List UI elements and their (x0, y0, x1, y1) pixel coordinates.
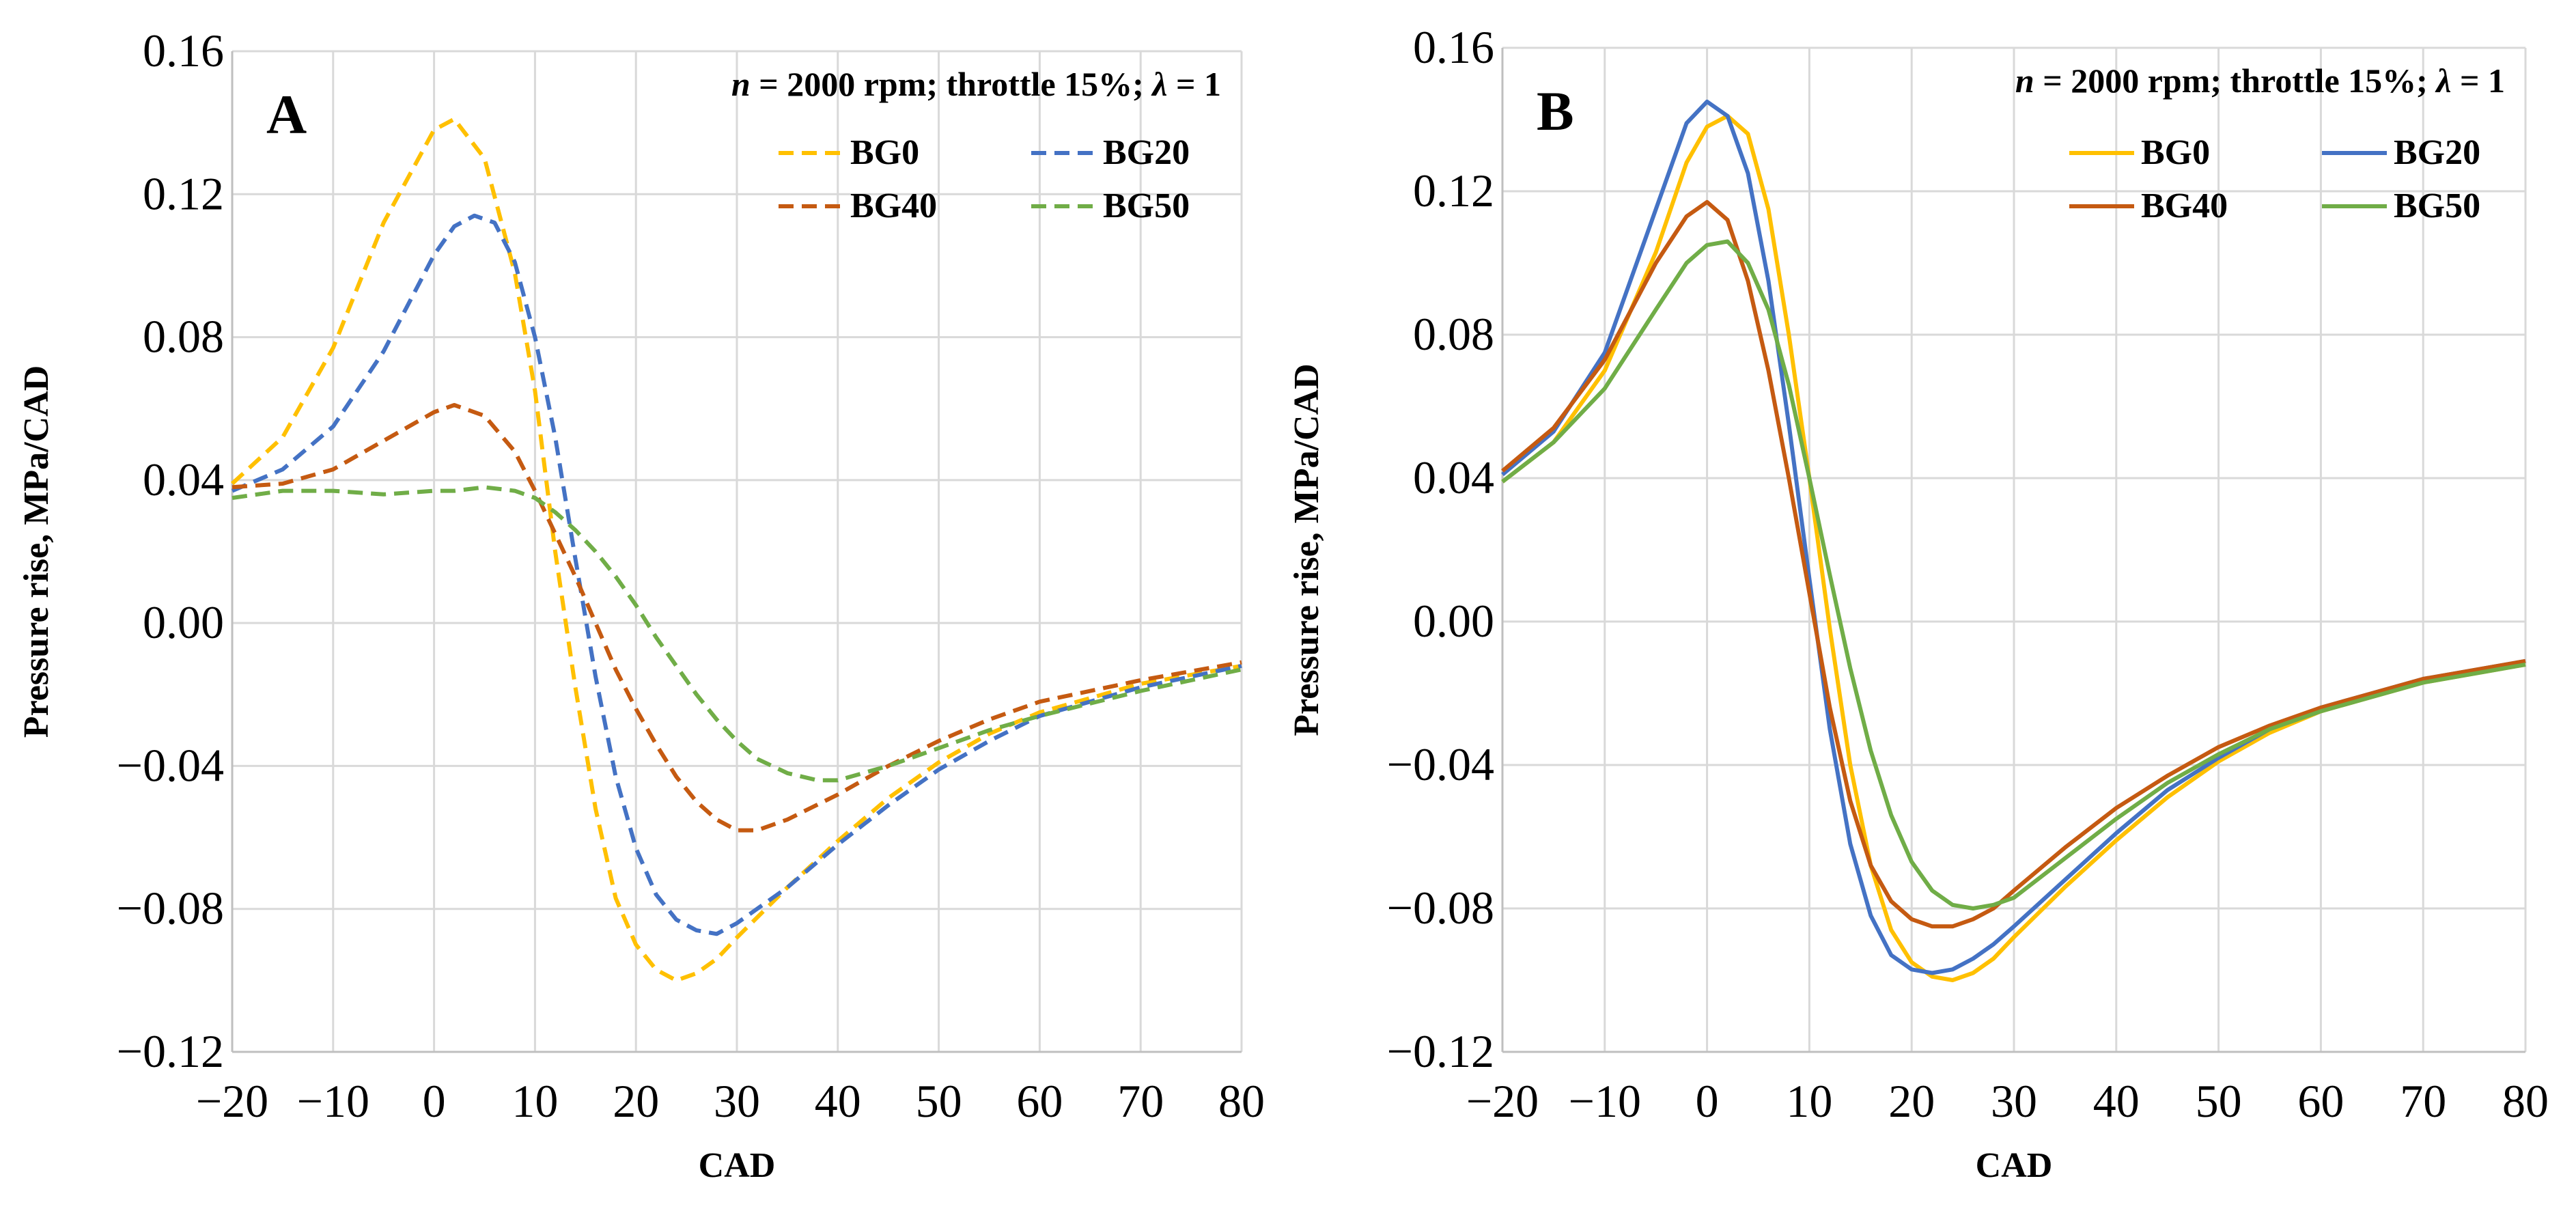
x-tick-label: 20 (1888, 1075, 1935, 1127)
y-tick-label: 0.04 (1413, 451, 1494, 503)
x-tick-label: 40 (2093, 1075, 2140, 1127)
annotation-lambda-val: = 1 (2452, 61, 2506, 100)
x-axis-title: CAD (1976, 1146, 2053, 1185)
series-line-bg20 (1501, 99, 2526, 975)
x-tick-label: 60 (2297, 1075, 2344, 1127)
annotation-text: = 2000 rpm; throttle 15%; (751, 65, 1153, 103)
series-line-bg40 (1501, 199, 2526, 929)
annotation-lambda-val: = 1 (1168, 65, 1222, 103)
y-tick-label: −0.12 (117, 1025, 224, 1077)
y-tick-label: −0.04 (1387, 738, 1494, 790)
y-tick-label: 0.00 (1413, 595, 1494, 647)
x-tick-label: 10 (512, 1075, 558, 1127)
legend-label-bg40: BG40 (850, 186, 937, 225)
x-tick-label: 20 (613, 1075, 659, 1127)
x-tick-label: 30 (714, 1075, 760, 1127)
y-tick-label: 0.00 (143, 596, 224, 648)
y-tick-label: −0.04 (117, 739, 224, 791)
annotation-text: = 2000 rpm; throttle 15%; (2034, 61, 2437, 100)
series-line-bg40 (232, 403, 1242, 833)
series-line-bg20 (231, 213, 1242, 936)
x-tick-label: 50 (916, 1075, 962, 1127)
y-tick-label: 0.08 (143, 311, 224, 363)
legend-label-bg50: BG50 (2394, 186, 2480, 225)
x-tick-label: 10 (1786, 1075, 1832, 1127)
legend-label-bg0: BG0 (2141, 133, 2210, 172)
chart-a: −0.12 −0.08 −0.04 0.00 0.04 0.08 0.12 0.16 −20 −1… (17, 25, 1265, 1185)
annotation-lambda-var: λ (1151, 65, 1167, 103)
legend-label-bg50: BG50 (1103, 186, 1190, 225)
legend-label-bg0: BG0 (850, 133, 919, 172)
x-tick-label: 80 (2502, 1075, 2549, 1127)
series-line-bg0 (230, 117, 1242, 983)
series-line-bg50 (232, 485, 1242, 783)
x-tick-label: 70 (2400, 1075, 2446, 1127)
annotation-n-var: n (2015, 61, 2034, 100)
x-tick-label: 30 (1991, 1075, 2037, 1127)
annotation-lambda-var: λ (2435, 61, 2451, 100)
y-axis-title: Pressure rise, MPa/CAD (17, 365, 56, 738)
y-tick-label: 0.08 (1413, 308, 1494, 360)
x-tick-label: −20 (196, 1075, 268, 1127)
legend-label-bg20: BG20 (1103, 133, 1190, 172)
x-tick-label: 50 (2196, 1075, 2242, 1127)
y-tick-label: −0.12 (1387, 1025, 1494, 1077)
y-tick-label: 0.12 (143, 167, 224, 219)
x-tick-label: −10 (1569, 1075, 1641, 1127)
x-tick-label: 80 (1218, 1075, 1265, 1127)
panel-label: A (266, 83, 307, 145)
conditions-annotation: n = 2000 rpm; throttle 15%; λ = 1 (731, 65, 1221, 103)
conditions-annotation: n = 2000 rpm; throttle 15%; λ = 1 (2015, 61, 2505, 100)
x-tick-label: −10 (297, 1075, 369, 1127)
y-tick-label: −0.08 (117, 882, 224, 934)
y-tick-label: −0.08 (1387, 882, 1494, 934)
y-tick-label: 0.16 (143, 25, 224, 76)
y-tick-label: 0.12 (1413, 165, 1494, 217)
y-tick-label: 0.04 (143, 454, 224, 505)
y-axis-title: Pressure rise, MPa/CAD (1287, 363, 1326, 736)
panel-label: B (1537, 80, 1574, 142)
legend-label-bg40: BG40 (2141, 186, 2228, 225)
x-tick-label: 40 (815, 1075, 861, 1127)
chart-b: −0.12 −0.08 −0.04 0.00 0.04 0.08 0.12 0.16 −20 −1… (1287, 21, 2549, 1185)
x-tick-label: −20 (1466, 1075, 1539, 1127)
annotation-n-var: n (731, 65, 751, 103)
series-line-bg50 (1501, 239, 2526, 910)
series-line-bg0 (1501, 113, 2526, 982)
x-tick-label: 0 (1696, 1075, 1719, 1127)
x-tick-label: 70 (1117, 1075, 1164, 1127)
x-axis-title: CAD (699, 1146, 776, 1185)
legend-label-bg20: BG20 (2394, 133, 2480, 172)
y-tick-label: 0.16 (1413, 21, 1494, 73)
x-tick-label: 60 (1016, 1075, 1063, 1127)
x-tick-label: 0 (423, 1075, 446, 1127)
